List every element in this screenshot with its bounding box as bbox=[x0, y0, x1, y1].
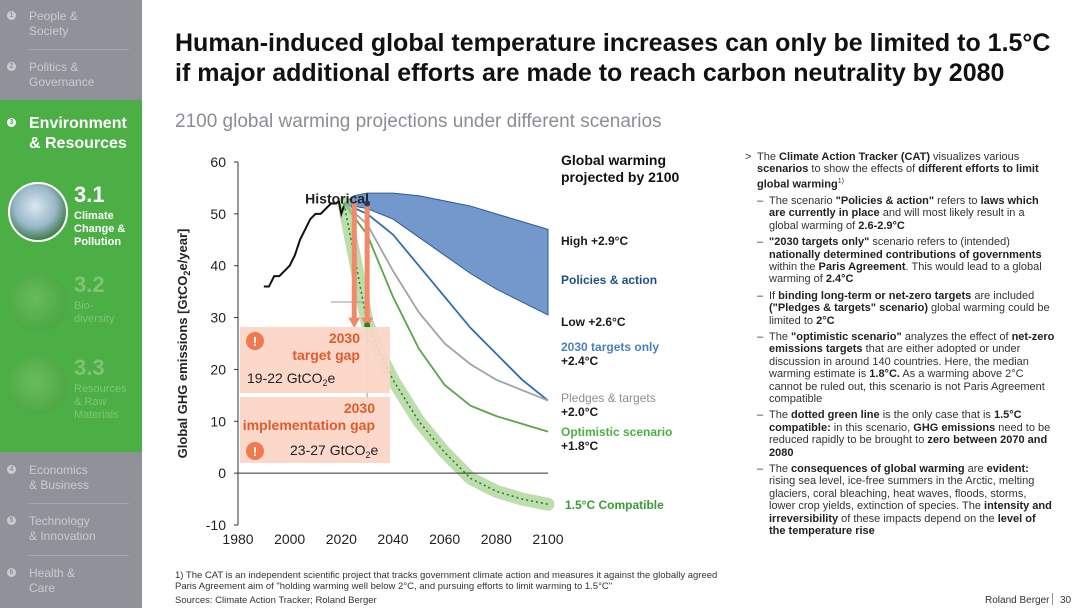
target-gap-box bbox=[240, 327, 390, 393]
implementation-gap-alert-icon bbox=[246, 442, 264, 460]
nav-item-label: People & Society bbox=[29, 9, 78, 38]
scenario-label: +2.0°C bbox=[561, 405, 598, 419]
scenario-label: Pledges & targets bbox=[561, 391, 656, 405]
notes-bullet: – The dotted green line is the only case … bbox=[757, 409, 1051, 459]
y-tick-label: 30 bbox=[210, 310, 226, 326]
optimistic-line bbox=[343, 202, 549, 433]
target-gap-alert-icon bbox=[246, 332, 264, 350]
legend-title: Global warming bbox=[561, 152, 666, 168]
target-gap-range: 19-22 GtCO2e bbox=[247, 370, 336, 388]
policies-point bbox=[364, 200, 371, 207]
subsection-biodiversity[interactable]: 3.2 Bio- diversity bbox=[8, 272, 138, 342]
notes-bullet: – If binding long-term or net-zero target… bbox=[757, 289, 1050, 327]
sidebar: 1 People & Society 2 Politics & Governan… bbox=[0, 0, 142, 608]
subsection-label: Climate Change & Pollution bbox=[74, 210, 126, 248]
notes-lead: > The Climate Action Tracker (CAT) visual… bbox=[745, 151, 1039, 191]
targets-only-line bbox=[343, 202, 549, 402]
policies-action-band bbox=[342, 192, 549, 316]
subsection-resources[interactable]: 3.3 Resources & Raw Materials bbox=[8, 355, 138, 425]
subsection-climate-change[interactable]: 3.1 Climate Change & Pollution bbox=[8, 182, 138, 252]
notes-bullet: – The "optimistic scenario" analyzes the … bbox=[757, 330, 1055, 405]
footer-divider bbox=[1052, 593, 1053, 605]
resources-image-icon bbox=[8, 355, 68, 415]
target-gap-arrowhead bbox=[348, 317, 361, 328]
scenario-label: 1.5°C Compatible bbox=[565, 498, 664, 512]
nav-item-label: Technology & Innovation bbox=[29, 514, 96, 543]
footnote: 1) The CAT is an independent scientific … bbox=[175, 570, 718, 592]
implementation-gap-box bbox=[240, 397, 390, 463]
y-tick-label: 40 bbox=[210, 258, 226, 274]
nav-item-environment-resources[interactable]: 3 Environment & Resources 3.1 Climate Ch… bbox=[0, 100, 142, 452]
subsection-number: 3.2 bbox=[74, 272, 105, 297]
scenario-label: +1.8°C bbox=[561, 439, 598, 453]
nav-number-badge: 6 bbox=[7, 568, 16, 577]
sources: Sources: Climate Action Tracker; Roland … bbox=[175, 595, 377, 606]
implementation-gap-title: implementation gap bbox=[243, 417, 375, 433]
x-tick-label: 2100 bbox=[532, 531, 563, 547]
scenario-label: Low +2.6°C bbox=[561, 315, 626, 329]
scenario-label: High +2.9°C bbox=[561, 234, 628, 248]
nav-number-badge: 1 bbox=[7, 11, 16, 20]
scenario-label: +2.4°C bbox=[561, 354, 598, 368]
page-number: 30 bbox=[1060, 595, 1072, 606]
target-gap-title: 2030 bbox=[329, 330, 360, 346]
subsection-number: 3.1 bbox=[74, 182, 105, 207]
notes-bullet: – The consequences of global warming are … bbox=[757, 463, 1052, 538]
scenario-label: 2030 targets only bbox=[561, 340, 659, 354]
implementation-gap-range: 23-27 GtCO2e bbox=[290, 442, 379, 460]
subsection-label: Resources & Raw Materials bbox=[74, 383, 127, 421]
notes-bullet: – The scenario "Policies & action" refers… bbox=[757, 194, 1039, 232]
compatible-point bbox=[364, 322, 371, 329]
biodiversity-image-icon bbox=[8, 272, 68, 332]
nav-item-label: Health & Care bbox=[29, 566, 76, 595]
x-tick-label: 2040 bbox=[377, 531, 408, 547]
page-title: Human-induced global temperature increas… bbox=[175, 29, 1051, 87]
y-tick-label: 20 bbox=[210, 361, 226, 377]
x-tick-label: 2000 bbox=[274, 531, 305, 547]
nav-item-label: Economics & Business bbox=[29, 463, 90, 492]
legend-title: projected by 2100 bbox=[561, 169, 679, 185]
compatible-range-band bbox=[337, 196, 555, 511]
nav-number-badge: 2 bbox=[7, 62, 16, 71]
historical-label: Historical bbox=[305, 190, 369, 206]
nav-number-badge: 5 bbox=[7, 516, 16, 525]
y-tick-label: 0 bbox=[218, 465, 226, 481]
climate-image-icon bbox=[8, 182, 68, 242]
y-tick-label: -10 bbox=[206, 517, 226, 533]
alert-mark: ! bbox=[253, 444, 257, 459]
chart-subtitle: 2100 global warming projections under di… bbox=[175, 111, 662, 132]
nav-item-label-active: Environment & Resources bbox=[29, 115, 127, 152]
x-tick-label: 1980 bbox=[222, 531, 253, 547]
notes-bullet: – "2030 targets only" scenario refers to … bbox=[757, 236, 1042, 286]
nav-divider bbox=[29, 555, 129, 556]
subsection-number: 3.3 bbox=[74, 355, 105, 380]
implementation-gap-title: 2030 bbox=[344, 400, 375, 416]
y-tick-label: 10 bbox=[210, 413, 226, 429]
brand-name: Roland Berger bbox=[985, 595, 1050, 606]
historical-line bbox=[263, 198, 345, 288]
y-axis-label: Global GHG emissions [GtCO2e/year] bbox=[175, 229, 192, 459]
subsection-label: Bio- diversity bbox=[74, 300, 115, 325]
x-tick-label: 2080 bbox=[481, 531, 512, 547]
nav-number-badge: 4 bbox=[7, 465, 16, 474]
nav-divider bbox=[29, 503, 129, 504]
target-gap-title: target gap bbox=[292, 347, 360, 363]
scenario-label: Policies & action bbox=[561, 273, 657, 287]
y-tick-label: 50 bbox=[210, 206, 226, 222]
x-tick-label: 2060 bbox=[429, 531, 460, 547]
pledges-targets-line bbox=[343, 202, 549, 402]
scenario-label: Optimistic scenario bbox=[561, 425, 672, 439]
nav-number-badge: 3 bbox=[7, 118, 16, 127]
x-tick-label: 2020 bbox=[326, 531, 357, 547]
explanation-notes: > The Climate Action Tracker (CAT) visual… bbox=[745, 151, 1055, 541]
y-tick-label: 60 bbox=[210, 154, 226, 170]
nav-item-label: Politics & Governance bbox=[29, 60, 95, 89]
nav-divider bbox=[29, 49, 129, 50]
alert-mark: ! bbox=[253, 334, 257, 349]
